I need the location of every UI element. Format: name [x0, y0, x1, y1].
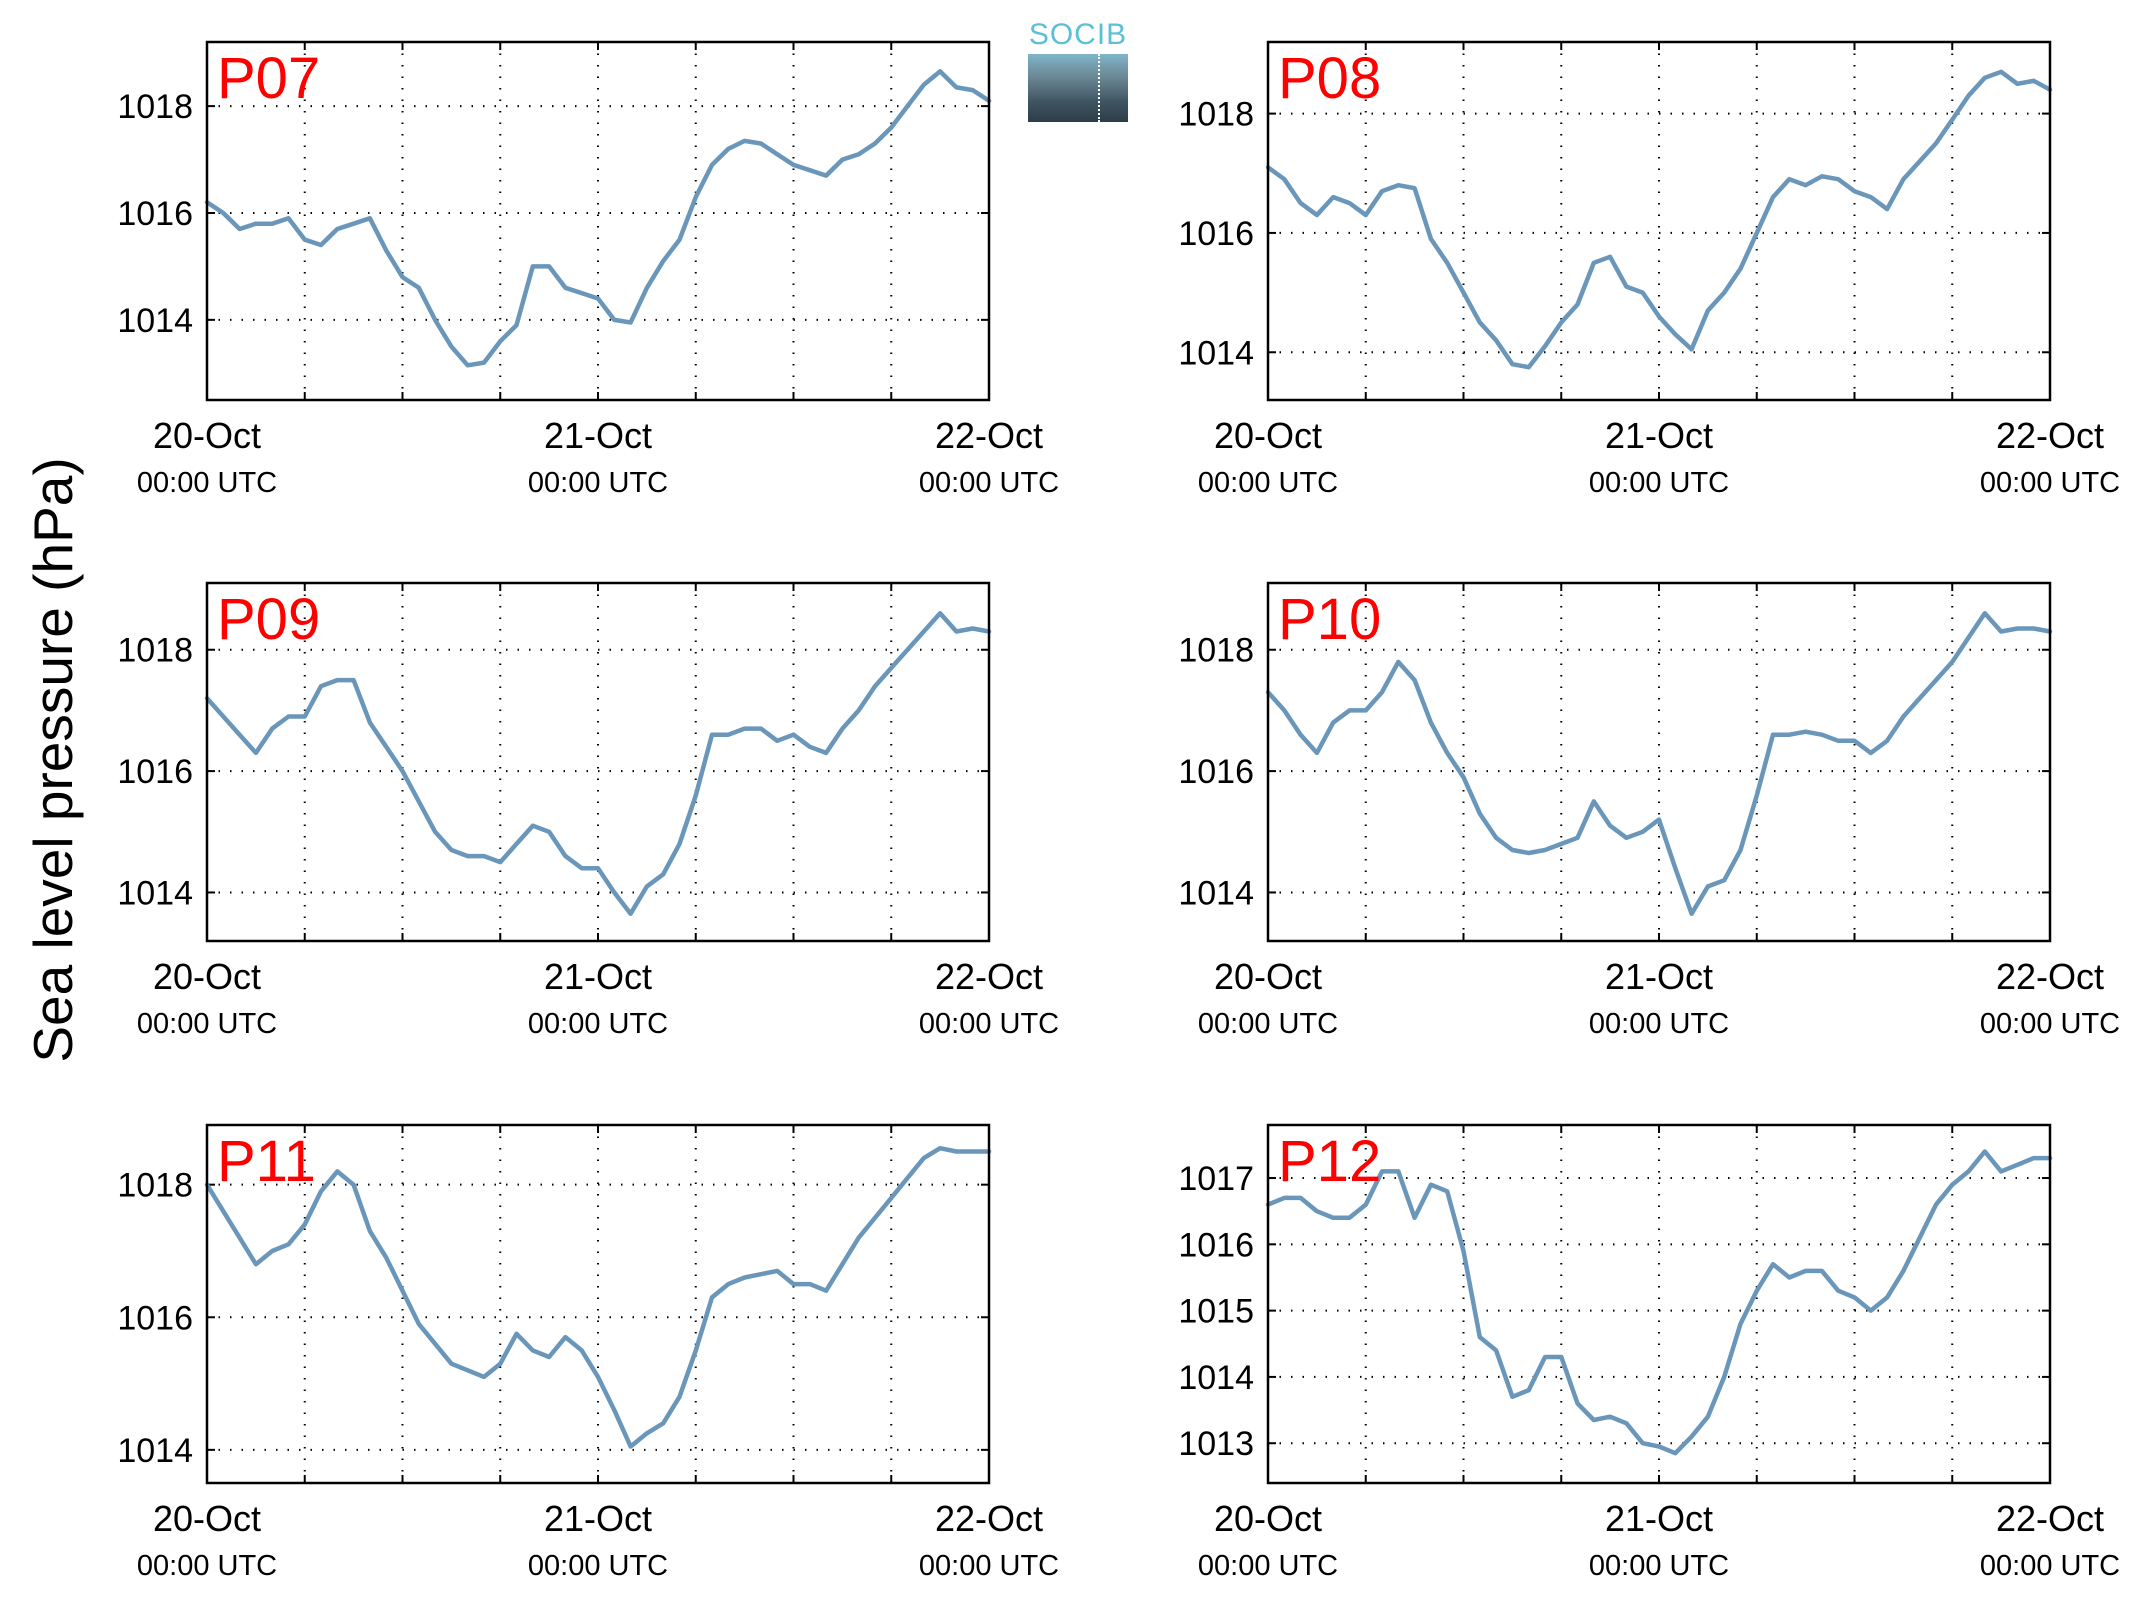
y-tick-label: 1016	[117, 753, 193, 791]
panel-title: P09	[217, 587, 320, 652]
y-tick-label: 1014	[1178, 334, 1254, 372]
panel-p10: 1014 1016 1018 20-Oct 00:00 UTC 21-Oct 00:00 U…	[1178, 581, 2120, 1040]
x-tick-label-date: 22-Oct	[935, 415, 1043, 456]
panel-p12: 1013 1014 1015 1016 1017 20-Oct 00:00 UTC 21-Oc…	[1178, 1123, 2120, 1582]
y-tick-label: 1014	[1178, 874, 1254, 912]
y-tick-label: 1017	[1178, 1160, 1254, 1198]
x-tick-label-date: 20-Oct	[1214, 415, 1322, 456]
x-tick-label-time: 00:00 UTC	[1198, 1008, 1338, 1040]
x-tick-label-time: 00:00 UTC	[1980, 467, 2120, 499]
axes-frame	[205, 581, 991, 943]
y-tick-label: 1014	[117, 1432, 193, 1470]
axes-frame	[205, 40, 991, 402]
y-tick-label: 1016	[117, 1299, 193, 1337]
y-tick-label: 1014	[1178, 1359, 1254, 1397]
x-tick-label-date: 21-Oct	[544, 956, 652, 997]
x-tick-label-time: 00:00 UTC	[1198, 1550, 1338, 1582]
x-tick-label-date: 21-Oct	[544, 415, 652, 456]
panels: 1014 1016 1018 20-Oct 00:00 UTC 21-Oct 00:00 U…	[117, 40, 2120, 1582]
x-tick-label-time: 00:00 UTC	[919, 1008, 1059, 1040]
axes-frame	[1266, 581, 2052, 943]
panel-p07: 1014 1016 1018 20-Oct 00:00 UTC 21-Oct 00:00 U…	[117, 40, 1059, 499]
x-tick-label-date: 21-Oct	[1605, 415, 1713, 456]
logo-text: SOCIB	[1028, 18, 1128, 51]
x-tick-label-date: 20-Oct	[153, 956, 261, 997]
x-tick-label-date: 22-Oct	[1996, 956, 2104, 997]
pressure-series-line	[1265, 611, 2053, 916]
y-tick-label: 1013	[1178, 1425, 1254, 1463]
x-tick-label-time: 00:00 UTC	[1980, 1550, 2120, 1582]
x-tick-label-date: 22-Oct	[935, 1498, 1043, 1539]
x-tick-label-time: 00:00 UTC	[1980, 1008, 2120, 1040]
pressure-series-line	[1265, 1149, 2053, 1456]
x-tick-label-time: 00:00 UTC	[919, 1550, 1059, 1582]
pressure-series-line	[204, 611, 992, 916]
panel-title: P10	[1278, 587, 1381, 652]
axes-frame	[205, 1123, 991, 1485]
y-tick-label: 1016	[1178, 215, 1254, 253]
y-tick-label: 1018	[117, 1167, 193, 1205]
y-tick-label: 1018	[1178, 632, 1254, 670]
x-tick-label-time: 00:00 UTC	[1589, 1008, 1729, 1040]
y-tick-label: 1016	[117, 195, 193, 233]
x-tick-label-time: 00:00 UTC	[137, 1550, 277, 1582]
x-tick-label-date: 20-Oct	[1214, 956, 1322, 997]
panel-title: P12	[1278, 1129, 1381, 1194]
x-tick-label-date: 21-Oct	[1605, 1498, 1713, 1539]
pressure-series-line	[204, 1145, 992, 1449]
x-tick-label-date: 20-Oct	[153, 1498, 261, 1539]
x-tick-label-time: 00:00 UTC	[1589, 1550, 1729, 1582]
axes-frame	[1266, 1123, 2052, 1485]
x-tick-label-date: 20-Oct	[153, 415, 261, 456]
pressure-series-line	[1265, 69, 2053, 370]
y-tick-label: 1015	[1178, 1293, 1254, 1331]
x-tick-label-time: 00:00 UTC	[1198, 467, 1338, 499]
x-tick-label-time: 00:00 UTC	[528, 467, 668, 499]
panel-title: P07	[217, 46, 320, 111]
y-tick-label: 1014	[117, 302, 193, 340]
panel-p11: 1014 1016 1018 20-Oct 00:00 UTC 21-Oct 00:00 U…	[117, 1123, 1059, 1582]
x-tick-label-date: 20-Oct	[1214, 1498, 1322, 1539]
panel-title: P08	[1278, 46, 1381, 111]
y-tick-label: 1014	[117, 874, 193, 912]
pressure-series-line	[204, 69, 992, 368]
x-tick-label-date: 22-Oct	[1996, 415, 2104, 456]
panel-p08: 1014 1016 1018 20-Oct 00:00 UTC 21-Oct 00:00 U…	[1178, 40, 2120, 499]
y-tick-label: 1016	[1178, 1226, 1254, 1264]
y-tick-label: 1018	[117, 632, 193, 670]
y-tick-label: 1018	[117, 88, 193, 126]
socib-logo: SOCIB	[1028, 18, 1128, 122]
x-tick-label-time: 00:00 UTC	[1589, 467, 1729, 499]
x-tick-label-time: 00:00 UTC	[137, 1008, 277, 1040]
logo-dots	[1098, 54, 1102, 122]
axes-frame	[1266, 40, 2052, 402]
y-axis-label: Sea level pressure (hPa)	[22, 457, 84, 1062]
y-tick-label: 1018	[1178, 96, 1254, 134]
x-tick-label-time: 00:00 UTC	[528, 1008, 668, 1040]
y-tick-label: 1016	[1178, 753, 1254, 791]
x-tick-label-date: 21-Oct	[544, 1498, 652, 1539]
x-tick-label-date: 22-Oct	[935, 956, 1043, 997]
panel-title: P11	[217, 1129, 316, 1194]
panel-p09: 1014 1016 1018 20-Oct 00:00 UTC 21-Oct 00:00 U…	[117, 581, 1059, 1040]
x-tick-label-time: 00:00 UTC	[919, 467, 1059, 499]
x-tick-label-time: 00:00 UTC	[528, 1550, 668, 1582]
x-tick-label-date: 21-Oct	[1605, 956, 1713, 997]
x-tick-label-time: 00:00 UTC	[137, 467, 277, 499]
logo-wave-icon	[1028, 54, 1128, 122]
x-tick-label-date: 22-Oct	[1996, 1498, 2104, 1539]
